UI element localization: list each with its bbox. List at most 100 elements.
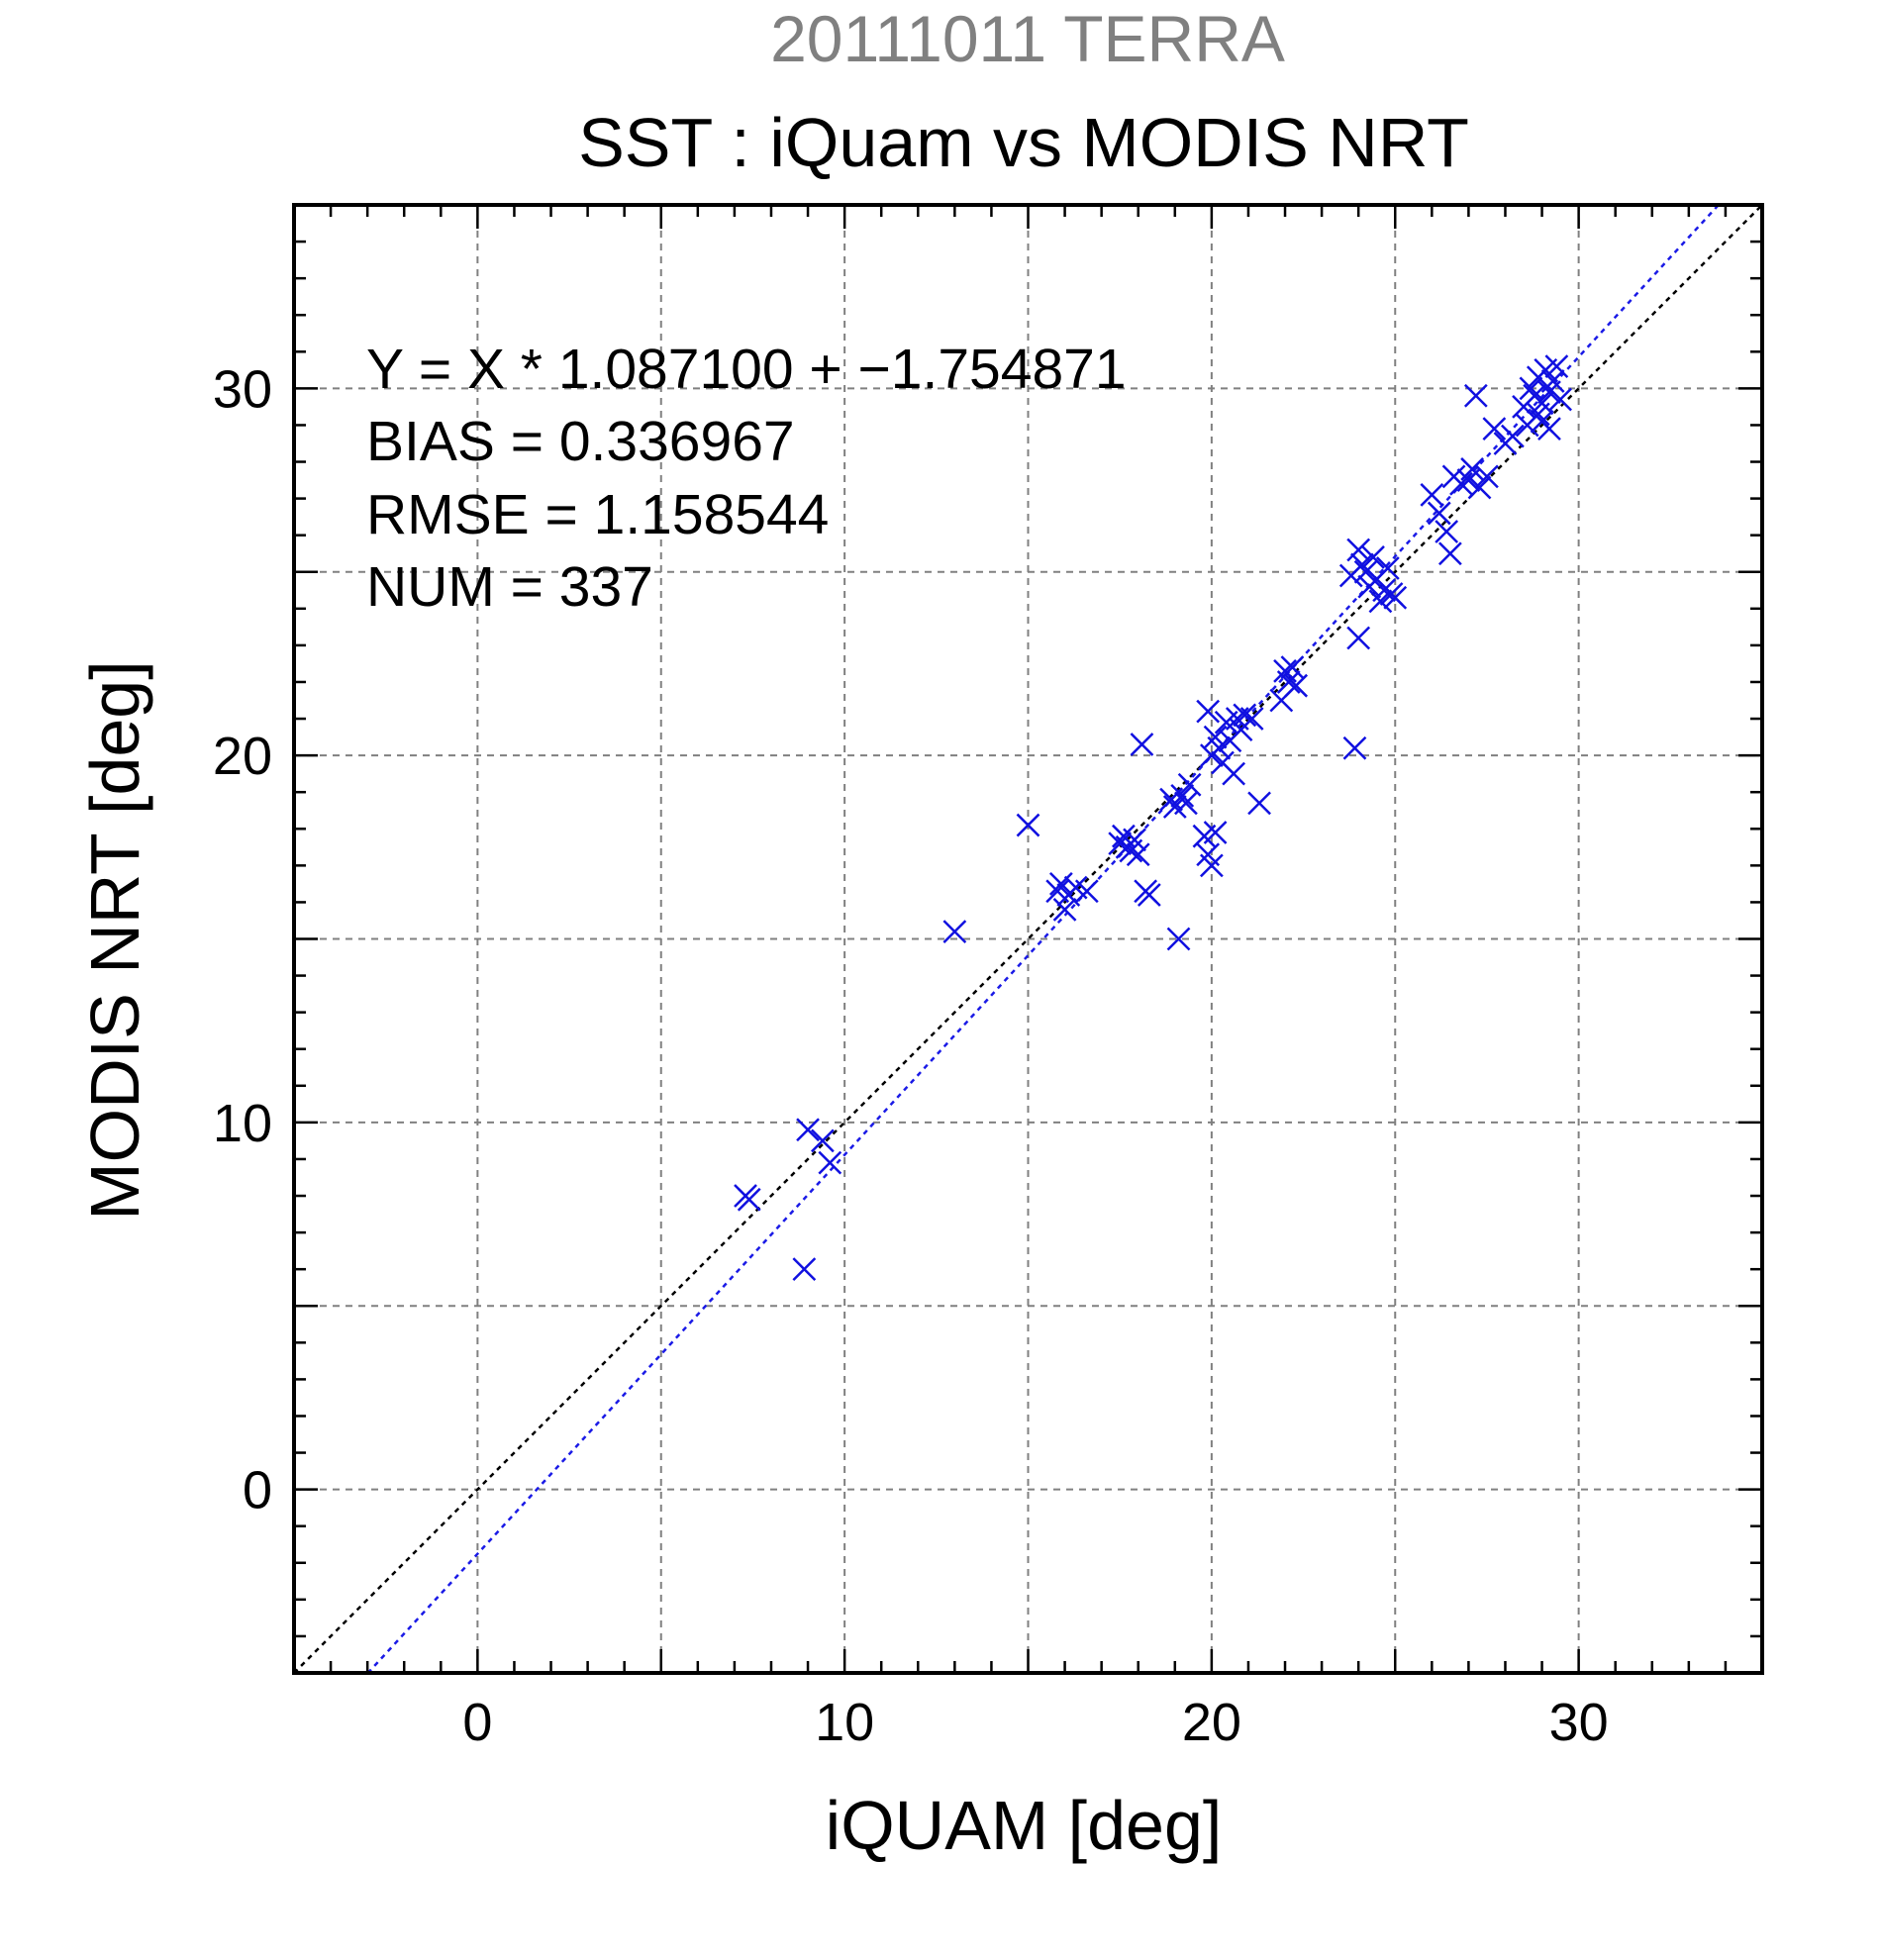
scatter-point [1346,538,1371,562]
scatter-point-stroke [1342,735,1367,760]
chart-supertitle: 20111011 TERRA [770,2,1285,75]
scatter-point [1463,383,1488,408]
scatter-point [1519,376,1543,401]
scatter-point [1137,883,1161,907]
scatter-point-stroke [1199,853,1224,878]
scatter-point-stroke [1526,402,1550,427]
scatter-point-stroke [1346,538,1371,562]
scatter-point-stroke [1203,725,1228,749]
scatter-point [1526,402,1550,427]
scatter-point [1126,842,1150,867]
scatter-point [1170,784,1195,808]
scatter-point-stroke [1349,552,1374,577]
scatter-point [1074,879,1099,904]
scatter-point [1342,735,1367,760]
scatter-point-stroke [1052,897,1077,922]
y-tick-label: 10 [213,1094,272,1153]
scatter-point-stroke [1074,879,1099,904]
scatter-point-stroke [1353,559,1378,584]
scatter-point-stroke [1427,501,1451,526]
scatter-point [1233,703,1257,728]
grid-layer [294,205,1762,1673]
scatter-point-stroke [1467,475,1492,500]
scatter-point-stroke [1048,872,1073,896]
scatter-point [792,1257,817,1282]
scatter-point [1284,673,1309,698]
scatter-point-stroke [1211,750,1235,775]
scatter-point [1383,585,1408,610]
scatter-point [1449,471,1473,496]
y-tick-label: 30 [213,359,272,419]
scatter-point-stroke [1383,585,1408,610]
scatter-point-stroke [1460,457,1484,481]
scatter-point [1166,927,1191,951]
scatter-point [1435,520,1459,543]
scatter-point [796,1118,820,1142]
scatter-point-stroke [1207,735,1232,760]
scatter-point-stroke [1112,824,1136,848]
scatter-point-stroke [1501,424,1525,448]
scatter-point [1199,853,1224,878]
scatter-point-stroke [1284,673,1309,698]
y-tick-label: 20 [213,727,272,786]
scatter-point [1016,813,1040,837]
y-axis-label: MODIS NRT [deg] [76,660,153,1220]
scatter-point [1239,707,1264,731]
scatter-point-stroke [1420,483,1444,507]
annotation-bias: BIAS = 0.336967 [366,410,795,473]
scatter-point-stroke [1063,875,1088,900]
scatter-point-stroke [1346,626,1371,650]
scatter-point [1467,475,1492,500]
scatter-point-stroke [1222,761,1246,786]
scatter-point-stroke [1137,883,1161,907]
scatter-point-stroke [1475,464,1499,489]
x-axis-label: iQUAM [deg] [826,1787,1223,1864]
scatter-point [1203,821,1228,844]
scatter-point-stroke [1126,842,1150,867]
x-tick-label: 10 [815,1693,874,1752]
scatter-point [1207,735,1232,760]
scatter-point [810,1128,835,1153]
y-tick-label: 0 [243,1461,272,1520]
scatter-point-stroke [1177,772,1202,797]
scatter-point-stroke [1273,658,1297,683]
scatter-point [1537,417,1561,441]
scatter-point-stroke [792,1257,817,1282]
scatter-point-stroke [1548,387,1572,412]
scatter-point-stroke [1482,417,1507,441]
scatter-point-stroke [1196,699,1221,724]
scatter-point-stroke [796,1118,820,1142]
scatter-point [1353,559,1378,584]
scatter-point [1544,354,1569,379]
scatter-point [1375,556,1400,580]
scatter-point [1280,655,1305,680]
scatter-point-stroke [1449,471,1473,496]
x-tick-label: 20 [1182,1693,1241,1752]
scatter-point-stroke [1361,545,1385,569]
scatter-point-stroke [1016,813,1040,837]
scatter-point [1372,578,1397,603]
scatter-point-stroke [1170,784,1195,808]
scatter-point-stroke [1239,707,1264,731]
scatter-point [1361,545,1385,569]
scatter-point [1482,417,1507,441]
annotations: Y = X * 1.087100 + −1.754871 BIAS = 0.33… [366,338,1127,619]
x-tick-label: 0 [462,1693,492,1752]
scatter-point-stroke [1544,354,1569,379]
scatter-point-stroke [1045,879,1070,904]
chart-title: SST : iQuam vs MODIS NRT [578,104,1469,181]
scatter-point [1540,369,1565,393]
scatter-point [1501,424,1525,448]
scatter-point [1437,541,1462,566]
scatter-point-stroke [1166,927,1191,951]
scatter-point-stroke [1280,655,1305,680]
scatter-point-stroke [1247,791,1271,816]
annotation-regression: Y = X * 1.087100 + −1.754871 [366,338,1127,401]
scatter-point-stroke [737,1187,761,1212]
annotation-rmse: RMSE = 1.158544 [366,483,829,546]
scatter-point-stroke [818,1150,842,1175]
scatter-point-stroke [1537,417,1561,441]
scatter-point [818,1150,842,1175]
scatter-point-stroke [1519,376,1543,401]
